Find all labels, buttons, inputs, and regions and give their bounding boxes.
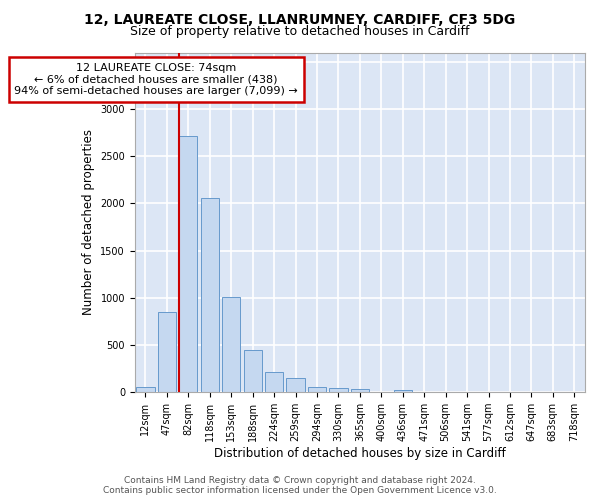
Bar bbox=[394, 390, 412, 392]
Bar bbox=[200, 198, 219, 392]
Text: 12 LAUREATE CLOSE: 74sqm
← 6% of detached houses are smaller (438)
94% of semi-d: 12 LAUREATE CLOSE: 74sqm ← 6% of detache… bbox=[14, 63, 298, 96]
X-axis label: Distribution of detached houses by size in Cardiff: Distribution of detached houses by size … bbox=[214, 447, 506, 460]
Text: 12, LAUREATE CLOSE, LLANRUMNEY, CARDIFF, CF3 5DG: 12, LAUREATE CLOSE, LLANRUMNEY, CARDIFF,… bbox=[85, 12, 515, 26]
Bar bbox=[136, 386, 155, 392]
Bar bbox=[244, 350, 262, 392]
Bar bbox=[286, 378, 305, 392]
Bar bbox=[265, 372, 283, 392]
Text: Contains HM Land Registry data © Crown copyright and database right 2024.
Contai: Contains HM Land Registry data © Crown c… bbox=[103, 476, 497, 495]
Bar bbox=[222, 297, 241, 392]
Bar bbox=[351, 390, 369, 392]
Y-axis label: Number of detached properties: Number of detached properties bbox=[82, 130, 95, 316]
Text: Size of property relative to detached houses in Cardiff: Size of property relative to detached ho… bbox=[130, 25, 470, 38]
Bar bbox=[179, 136, 197, 392]
Bar bbox=[308, 386, 326, 392]
Bar bbox=[329, 388, 347, 392]
Bar bbox=[158, 312, 176, 392]
